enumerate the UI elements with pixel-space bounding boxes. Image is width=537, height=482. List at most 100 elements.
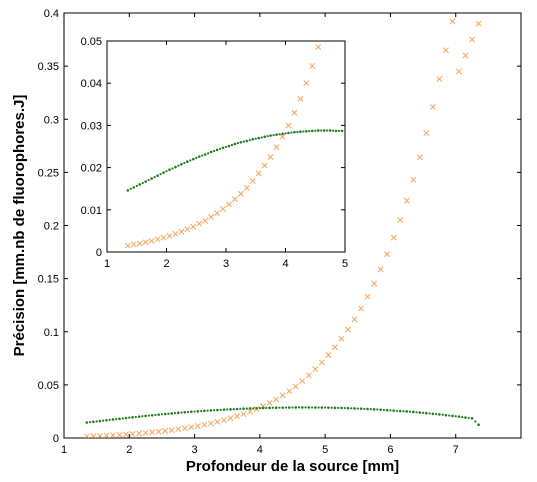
data-point-cross — [227, 415, 234, 422]
data-point-cross — [416, 154, 423, 161]
data-point-dot — [222, 408, 226, 411]
data-point-dot — [121, 417, 124, 420]
data-point-cross — [279, 133, 286, 140]
inset-x-tick-label: 5 — [342, 258, 348, 270]
data-point-dot — [200, 409, 203, 413]
data-point-cross — [149, 429, 156, 436]
data-point-dot — [141, 415, 144, 418]
data-point-dot — [168, 168, 171, 172]
data-point-dot — [461, 415, 464, 419]
data-point-cross — [364, 293, 371, 300]
data-point-dot — [196, 410, 200, 413]
data-point-cross — [315, 43, 322, 50]
inset-plot: 1 2 3 4 5 0 0.01 0.02 0.03 0.04 0.05 — [81, 36, 348, 270]
data-point-cross — [148, 238, 155, 244]
data-point-dot — [326, 129, 329, 132]
main-x-tick-label: 1 — [61, 444, 67, 456]
data-point-dot — [160, 413, 164, 416]
data-point-cross — [291, 109, 298, 116]
data-point-dot — [170, 412, 174, 415]
data-point-dot — [464, 416, 467, 419]
data-point-cross — [110, 432, 116, 438]
data-point-dot — [138, 183, 142, 186]
data-point-dot — [251, 138, 255, 141]
data-point-dot — [353, 407, 356, 410]
data-point-dot — [322, 129, 326, 132]
data-point-cross — [142, 429, 149, 436]
data-point-dot — [314, 129, 317, 132]
data-point-dot — [451, 414, 454, 418]
data-point-dot — [92, 420, 95, 424]
data-point-dot — [278, 133, 281, 136]
data-point-dot — [115, 418, 118, 421]
data-point-dot — [333, 406, 337, 410]
data-point-dot — [305, 130, 308, 133]
data-point-dot — [131, 415, 134, 419]
data-point-dot — [363, 407, 366, 410]
data-point-dot — [290, 131, 293, 134]
data-point-cross — [249, 178, 256, 185]
data-point-cross — [312, 366, 319, 373]
inset-series-dot — [126, 129, 344, 192]
data-point-dot — [98, 419, 102, 423]
data-point-cross — [299, 378, 306, 385]
data-point-cross — [279, 392, 286, 399]
data-point-cross — [184, 226, 191, 233]
main-y-tick-label: 0.35 — [38, 61, 59, 73]
data-point-dot — [236, 142, 239, 145]
data-point-cross — [285, 122, 292, 129]
data-point-cross — [384, 251, 391, 258]
data-point-dot — [242, 140, 245, 143]
data-point-cross — [243, 184, 250, 191]
data-point-dot — [275, 133, 278, 136]
data-point-dot — [294, 406, 298, 409]
x-axis-title: Profondeur de la source [mm] — [186, 458, 399, 475]
data-point-dot — [356, 407, 359, 410]
data-point-dot — [141, 181, 144, 185]
data-point-cross — [160, 234, 167, 241]
main-plot: 1 2 3 4 5 6 7 0 0.05 0.1 0.15 0.2 0.25 0.3 0.35 0.4 Pr… — [11, 8, 522, 475]
data-point-cross — [181, 425, 188, 432]
data-point-cross — [194, 423, 201, 429]
data-point-dot — [372, 408, 376, 411]
data-point-cross — [83, 433, 90, 438]
data-point-dot — [180, 162, 183, 166]
data-point-dot — [232, 408, 235, 411]
data-point-dot — [307, 406, 311, 409]
inset-x-axis: 1 2 3 4 5 — [104, 41, 348, 270]
data-point-dot — [415, 411, 418, 414]
data-point-dot — [147, 414, 150, 417]
data-point-dot — [235, 407, 239, 411]
data-point-dot — [392, 409, 395, 412]
data-point-dot — [248, 139, 251, 142]
main-y-tick-label: 0.2 — [44, 221, 59, 233]
data-point-cross — [240, 411, 247, 418]
data-point-dot — [174, 165, 177, 169]
data-point-dot — [134, 415, 137, 419]
data-point-dot — [467, 416, 470, 420]
data-point-cross — [214, 210, 221, 217]
data-point-cross — [142, 239, 149, 246]
data-point-dot — [209, 150, 213, 154]
data-point-dot — [176, 411, 180, 415]
data-point-dot — [431, 412, 435, 416]
data-point-dot — [281, 406, 285, 409]
data-point-dot — [144, 180, 147, 183]
inset-y-axis: 0 0.01 0.02 0.03 0.04 0.05 — [81, 36, 345, 259]
data-point-dot — [299, 130, 302, 134]
data-point-cross — [190, 223, 197, 230]
y-axis-title: Précision [mm.nb de fluorophores.J] — [11, 95, 28, 357]
main-x-tick-label: 6 — [387, 444, 393, 456]
data-point-dot — [215, 148, 219, 152]
data-point-cross — [318, 359, 325, 366]
inset-y-tick-label: 0 — [96, 247, 102, 259]
data-point-dot — [150, 177, 153, 180]
data-point-cross — [358, 305, 365, 312]
data-point-dot — [425, 411, 428, 415]
data-point-dot — [245, 407, 248, 410]
data-point-dot — [297, 406, 301, 409]
data-point-cross — [351, 316, 358, 323]
data-point-dot — [190, 410, 193, 414]
data-point-dot — [474, 420, 477, 423]
main-y-tick-label: 0.15 — [38, 274, 59, 286]
